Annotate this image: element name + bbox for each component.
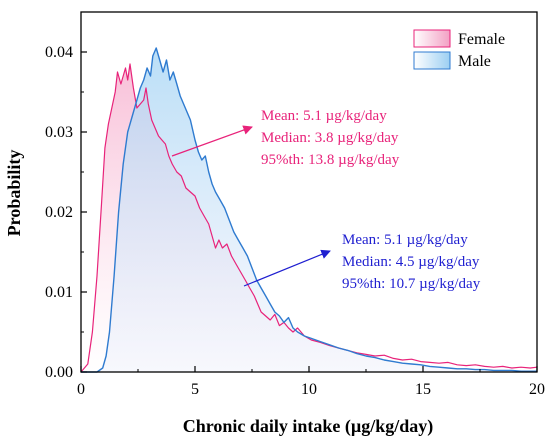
x-tick-label: 0 bbox=[77, 381, 85, 398]
annotation-female: Mean: 5.1 µg/kg/day Median: 3.8 µg/kg/da… bbox=[171, 108, 400, 168]
annotation-male-mean: Mean: 5.1 µg/kg/day bbox=[342, 232, 468, 248]
series-line-female bbox=[80, 63, 538, 373]
annotation-female-mean: Mean: 5.1 µg/kg/day bbox=[261, 108, 387, 124]
legend: Female Male bbox=[413, 29, 505, 70]
y-axis-title: Probability bbox=[4, 150, 24, 237]
series-area-male bbox=[81, 48, 537, 372]
annotation-female-median: Median: 3.8 µg/kg/day bbox=[261, 130, 399, 146]
annotation-female-95th: 95%th: 13.8 µg/kg/day bbox=[261, 152, 400, 168]
series-line-male bbox=[81, 47, 537, 373]
legend-swatch-male bbox=[413, 51, 451, 70]
annotation-arrow-female bbox=[171, 125, 253, 157]
x-tick-label: 5 bbox=[191, 381, 199, 398]
annotation-male-95th: 95%th: 10.7 µg/kg/day bbox=[342, 276, 481, 292]
legend-swatch-female bbox=[413, 29, 451, 48]
x-tick-label: 20 bbox=[529, 381, 545, 398]
plot-area bbox=[80, 47, 538, 373]
y-tick-label: 0.01 bbox=[45, 284, 73, 301]
legend-label-male: Male bbox=[458, 53, 491, 70]
x-tick-label: 15 bbox=[415, 381, 431, 398]
y-tick-label: 0.03 bbox=[45, 124, 73, 141]
axes: 0 5 10 15 20 0.00 0.01 0.02 0.03 0.04 bbox=[45, 11, 545, 398]
y-tick-label: 0.02 bbox=[45, 204, 73, 221]
x-tick-label: 10 bbox=[301, 381, 317, 398]
annotation-arrow-male bbox=[243, 249, 331, 287]
annotation-male: Mean: 5.1 µg/kg/day Median: 4.5 µg/kg/da… bbox=[243, 232, 481, 292]
y-tick-label: 0.00 bbox=[45, 364, 73, 381]
annotation-male-median: Median: 4.5 µg/kg/day bbox=[342, 254, 480, 270]
x-axis-title: Chronic daily intake (µg/kg/day) bbox=[183, 416, 434, 437]
legend-label-female: Female bbox=[458, 31, 505, 48]
y-tick-label: 0.04 bbox=[45, 44, 73, 61]
